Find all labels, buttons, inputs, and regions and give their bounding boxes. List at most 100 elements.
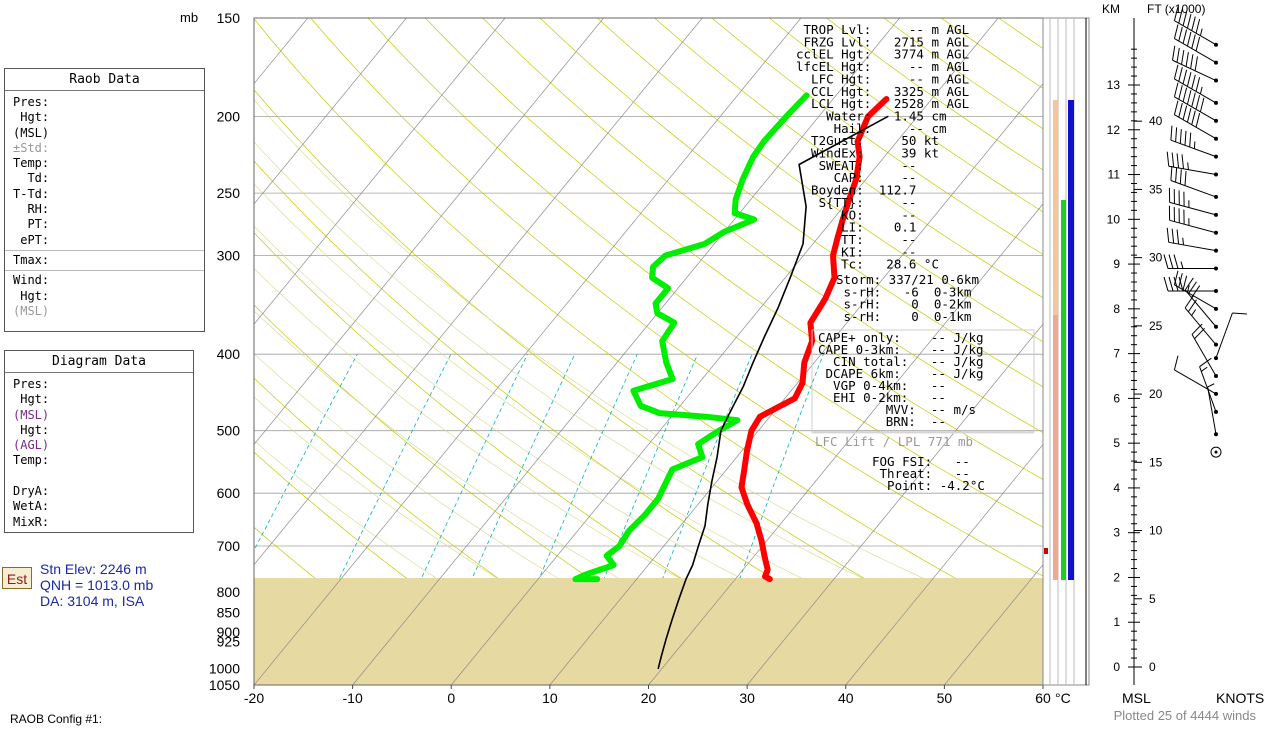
temp-unit-label: °C xyxy=(1055,690,1071,706)
wind-barb-flag xyxy=(1191,323,1203,335)
wind-barb-flag xyxy=(1170,125,1173,141)
wind-barb-shaft xyxy=(1174,78,1217,104)
calm-wind-dot xyxy=(1214,450,1218,454)
fog-indices: FOG FSI: -- Threat: -- Point: -4.2°C xyxy=(872,454,985,493)
raob-row: Hgt: xyxy=(13,288,50,303)
dry-adiabat xyxy=(254,18,1043,627)
raob-row: Wind: xyxy=(13,273,50,288)
isotherm xyxy=(254,18,802,685)
wind-barb-flag xyxy=(1182,69,1188,85)
temp-tick-label: 20 xyxy=(641,690,657,706)
raob-row: Pres: xyxy=(13,95,50,109)
wind-barb-flag xyxy=(1175,167,1178,183)
ft-tick-label: 0 xyxy=(1149,660,1156,674)
fog-line: Threat: -- xyxy=(872,466,970,481)
ft-tick-label: 10 xyxy=(1149,524,1163,538)
wind-barb-flag xyxy=(1173,254,1179,269)
wind-barb-flag xyxy=(1187,299,1197,313)
ft-tick-label: 20 xyxy=(1149,387,1163,401)
wind-barb-flag xyxy=(1173,355,1179,371)
wind-barb-flag xyxy=(1190,54,1194,69)
wind-barb-flag xyxy=(1173,270,1179,285)
raob-row: ±Std: xyxy=(13,140,50,155)
cape-line: MVV: -- m/s xyxy=(818,402,976,417)
wind-barb-flag xyxy=(1232,312,1247,315)
index-line: Boyden: 112.7 xyxy=(796,183,916,198)
temp-tick-label: -10 xyxy=(343,690,363,706)
pressure-tick-label: 900 xyxy=(217,624,241,640)
wind-barb-flag xyxy=(1182,87,1188,102)
wind-barb-flag xyxy=(1191,16,1196,31)
km-tick-label: 0 xyxy=(1113,660,1120,674)
wind-barb-shaft xyxy=(1215,312,1233,359)
raob-row: RH: xyxy=(13,202,50,217)
km-tick-label: 5 xyxy=(1113,436,1120,450)
temp-tick-label: 40 xyxy=(838,690,854,706)
wind-barb-flag xyxy=(1166,227,1170,243)
index-line: LCL Hgt: 2528 m AGL xyxy=(796,96,969,111)
wind-barb-flag xyxy=(1185,52,1189,67)
wind-barb-flag xyxy=(1187,281,1197,295)
wind-barb-flag xyxy=(1195,18,1201,34)
fog-line: FOG FSI: -- xyxy=(872,454,970,469)
isotherm xyxy=(944,564,1043,685)
wind-barb-flag xyxy=(1168,254,1174,269)
strip-orange xyxy=(1053,100,1058,315)
wind-barb-flag xyxy=(1178,85,1183,100)
raob-row: (MSL) xyxy=(13,125,50,140)
calm-wind-icon xyxy=(1210,446,1222,458)
wind-barb-half-flag xyxy=(1182,237,1184,245)
wind-barb-flag xyxy=(1179,169,1182,184)
raob-row: Hgt: xyxy=(13,110,50,125)
wind-barb-flag xyxy=(1195,36,1201,52)
wind-barb-half-flag xyxy=(1187,162,1189,170)
index-line: Water: 1.45 cm xyxy=(796,108,947,123)
lfc-lift-label: LFC Lift / LPL 771 mb xyxy=(815,434,973,449)
strip-red-mark xyxy=(1044,548,1048,554)
raob-data-title: Raob Data xyxy=(5,69,204,91)
raob-row: Temp: xyxy=(13,156,50,171)
moist-adiabat xyxy=(254,99,1043,630)
isotherm xyxy=(352,18,900,685)
diagram-row: Hgt: xyxy=(13,392,50,407)
wind-barb-flag xyxy=(1178,102,1183,118)
index-line: SWEAT: -- xyxy=(796,158,916,173)
km-tick-label: 6 xyxy=(1113,391,1120,405)
mixing-ratio-line xyxy=(561,354,698,685)
wind-barb-shaft xyxy=(1174,20,1217,46)
dry-adiabat xyxy=(425,18,1043,480)
wind-barb-flag xyxy=(1184,277,1194,291)
wind-barb-flag xyxy=(1184,130,1187,146)
station-density-altitude: DA: 3104 m, ISA xyxy=(40,593,145,609)
wind-barb-flag xyxy=(1199,97,1205,112)
index-line: LI: 0.1 xyxy=(796,220,916,235)
raob-data-panel: Raob Data Pres: Hgt: (MSL) ±Std: Temp: Td: T… xyxy=(4,68,205,332)
pressure-tick-label: 1000 xyxy=(209,660,240,676)
cape-line: DCAPE 6km: -- J/kg xyxy=(818,366,984,381)
wind-barb-half-flag xyxy=(1186,285,1190,293)
isotherm xyxy=(648,203,1043,685)
index-line: S{TT}: -- xyxy=(796,195,916,210)
index-line: CAP: -- xyxy=(796,170,916,185)
wind-barb-flag xyxy=(1191,34,1196,49)
msl-label: MSL xyxy=(1122,690,1151,706)
pressure-tick-label: 850 xyxy=(217,605,241,621)
pressure-unit-label: mb xyxy=(180,10,198,25)
wind-barb-flag xyxy=(1186,90,1192,105)
estimated-elevation-badge[interactable]: Est xyxy=(2,567,32,589)
wind-barb-flag xyxy=(1191,110,1196,125)
pressure-tick-label: 300 xyxy=(217,248,241,264)
mixing-ratio-line xyxy=(622,354,753,685)
wind-barb-shaft xyxy=(1174,114,1217,140)
wind-barb-dot xyxy=(1214,60,1218,65)
diagram-row: WetA: xyxy=(13,499,50,514)
station-qnh: QNH = 1013.0 mb xyxy=(40,577,154,593)
pressure-tick-label: 700 xyxy=(217,538,241,554)
ft-axis-title: FT (x1000) xyxy=(1147,2,1205,16)
isotherm xyxy=(0,18,12,685)
wind-barb-shaft xyxy=(1174,38,1217,64)
isotherm xyxy=(845,443,1043,685)
fog-line: Point: -4.2°C xyxy=(872,478,985,493)
